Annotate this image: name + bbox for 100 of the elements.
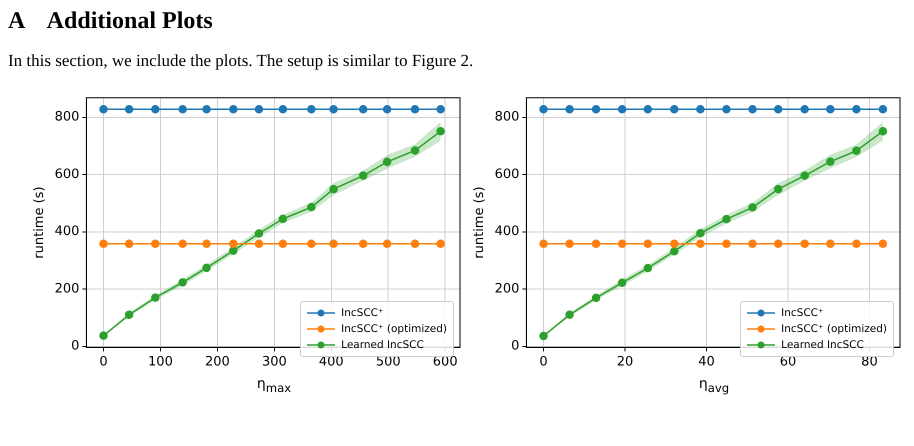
point <box>852 240 861 248</box>
legend-label: Learned IncSCC <box>341 339 424 351</box>
point <box>307 240 316 248</box>
point <box>382 240 392 248</box>
point <box>202 105 211 114</box>
point <box>565 240 574 248</box>
point <box>382 158 392 166</box>
point <box>229 105 238 114</box>
point <box>278 105 288 114</box>
point <box>644 105 652 114</box>
x-axis-title: η$_{avg}$ <box>698 376 730 395</box>
y-tick-label: 400 <box>54 224 80 240</box>
point <box>307 105 316 114</box>
legend-label: IncSCC⁺ (optimized) <box>781 323 887 335</box>
point <box>202 264 211 272</box>
point <box>278 240 288 248</box>
point <box>202 240 211 248</box>
legend-label: IncSCC⁺ <box>341 307 384 319</box>
point <box>410 240 420 248</box>
chart-title: A Additional Plots <box>8 8 214 35</box>
point <box>229 246 238 255</box>
point <box>151 293 160 302</box>
point <box>618 105 626 114</box>
point <box>774 105 782 114</box>
point <box>696 105 705 114</box>
point <box>644 264 652 272</box>
x-tick-label: 0 <box>99 354 108 370</box>
point <box>852 105 861 114</box>
y-tick-label: 600 <box>54 166 80 182</box>
point <box>151 240 160 248</box>
point <box>254 229 264 238</box>
point <box>436 127 445 136</box>
y-tick-label: 600 <box>494 166 520 182</box>
y-tick-label: 0 <box>71 338 80 354</box>
point <box>592 240 600 248</box>
point <box>644 240 652 248</box>
y-tick-label: 0 <box>511 338 520 354</box>
point <box>748 203 757 212</box>
point <box>618 240 626 248</box>
point <box>358 105 368 114</box>
y-tick-label: 200 <box>494 281 520 296</box>
x-tick-label: 300 <box>262 354 287 370</box>
point <box>151 105 160 114</box>
point <box>826 240 835 248</box>
point <box>592 294 600 302</box>
point <box>670 105 679 114</box>
point <box>618 278 626 287</box>
point <box>410 105 420 114</box>
point <box>539 332 548 340</box>
x-tick-label: 0 <box>539 354 548 370</box>
point <box>878 127 888 136</box>
point <box>382 105 392 114</box>
y-axis-title: runtime (s) <box>32 186 48 259</box>
point <box>696 240 705 248</box>
point <box>774 184 782 194</box>
point <box>436 240 445 248</box>
legend-label: Learned IncSCC <box>781 339 864 351</box>
point <box>307 202 316 212</box>
point <box>800 105 809 114</box>
point <box>800 171 809 180</box>
point <box>722 105 731 114</box>
point <box>410 146 420 155</box>
point <box>748 240 757 248</box>
point <box>722 214 731 224</box>
legend-label: IncSCC⁺ (optimized) <box>341 323 447 335</box>
point <box>722 240 731 248</box>
point <box>99 105 108 114</box>
point <box>878 240 888 248</box>
y-tick-label: 200 <box>54 281 80 296</box>
point <box>358 240 368 248</box>
point <box>124 105 134 114</box>
y-tick-label: 800 <box>54 110 80 125</box>
point <box>178 278 187 287</box>
point <box>178 240 187 248</box>
x-tick-label: 100 <box>148 354 173 370</box>
point <box>99 240 108 248</box>
x-axis-title: η$_{max}$ <box>256 376 292 395</box>
y-axis-title: runtime (s) <box>472 186 488 259</box>
point <box>124 310 134 320</box>
point <box>539 105 548 114</box>
point <box>748 105 757 114</box>
point <box>229 240 238 248</box>
x-tick-label: 200 <box>204 354 230 370</box>
point <box>278 214 288 224</box>
point <box>774 240 782 248</box>
point <box>358 171 368 180</box>
point <box>329 105 338 114</box>
point <box>254 105 264 114</box>
y-tick-label: 400 <box>494 224 520 240</box>
point <box>178 105 187 114</box>
y-tick-label: 800 <box>494 110 520 125</box>
point <box>826 157 835 166</box>
point <box>436 105 445 114</box>
point <box>565 310 574 320</box>
point <box>592 105 600 114</box>
point <box>800 240 809 248</box>
point <box>124 240 134 248</box>
x-tick-label: 20 <box>616 354 634 370</box>
point <box>852 146 861 156</box>
chart-subtitle: In this section, we include the plots. The setup is similar to Figure 2. <box>8 50 474 72</box>
